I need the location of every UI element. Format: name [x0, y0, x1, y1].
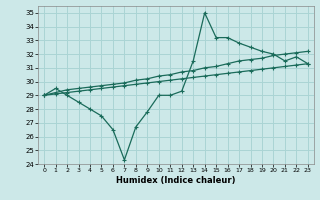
X-axis label: Humidex (Indice chaleur): Humidex (Indice chaleur)	[116, 176, 236, 185]
